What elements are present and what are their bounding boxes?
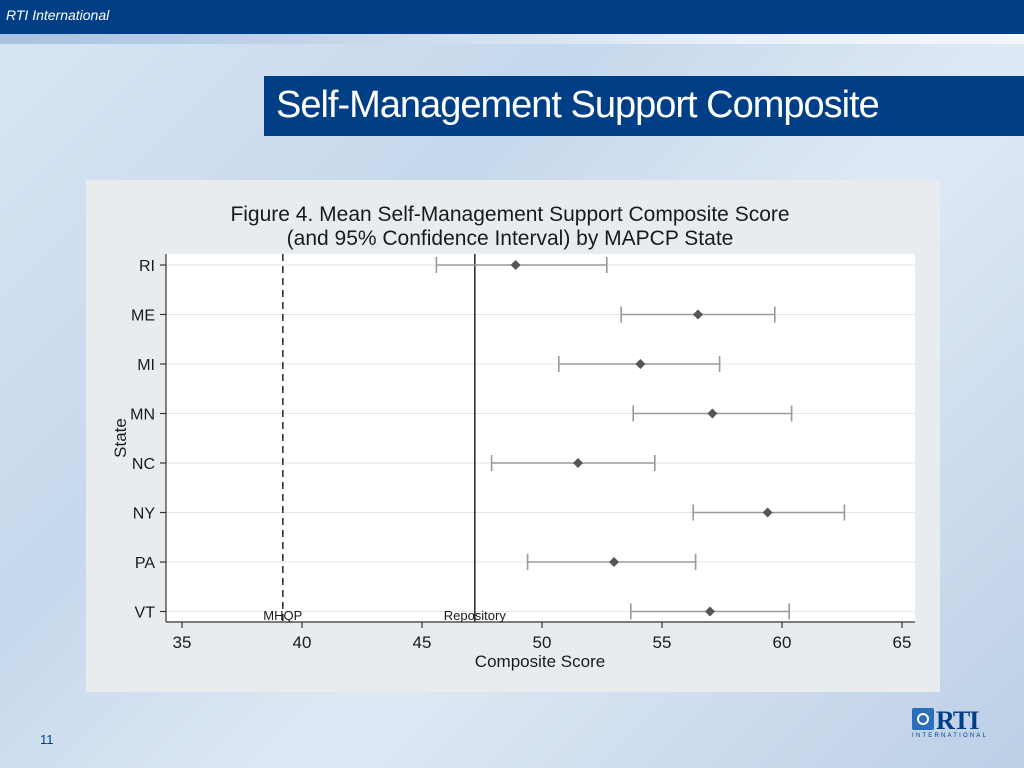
y-tick-label: NC [132, 456, 155, 473]
y-tick-label: VT [135, 605, 156, 622]
reference-line-label: MHQP [263, 608, 302, 623]
y-tick-label: PA [135, 555, 155, 572]
x-tick-label: 35 [173, 633, 192, 652]
logo-subtext: INTERNATIONAL [912, 733, 989, 739]
chart-marks: RI ME MI MN NC NY PA VT 35 40 45 50 55 60 65 MHQP Reposi… [130, 254, 915, 652]
slide-number: 11 [40, 732, 54, 747]
mean-marker [693, 309, 703, 320]
plot-area [166, 254, 915, 622]
header-bar: RTI International [0, 0, 1024, 34]
y-tick-label: NY [133, 506, 156, 523]
mean-marker [762, 507, 773, 518]
chart: Figure 4. Mean Self-Management Support C… [111, 203, 915, 671]
slide-title-box: Self-Management Support Composite [264, 76, 1024, 136]
organization-label: RTI International [6, 7, 110, 23]
y-axis-label: State [111, 418, 130, 458]
figure-panel: Figure 4. Mean Self-Management Support C… [86, 180, 940, 692]
reference-line-label: Repository [444, 608, 507, 623]
x-tick-label: 65 [893, 633, 912, 652]
y-tick-label: RI [139, 258, 155, 275]
chart-subtitle: (and 95% Confidence Interval) by MAPCP S… [287, 227, 734, 250]
x-tick-label: 50 [533, 633, 552, 652]
chart-title: Figure 4. Mean Self-Management Support C… [230, 203, 789, 226]
mean-marker [707, 408, 718, 419]
x-axis-label: Composite Score [475, 652, 605, 671]
y-tick-label: MN [130, 407, 155, 424]
rti-logo: RTI INTERNATIONAL [912, 706, 992, 742]
x-tick-label: 40 [293, 633, 312, 652]
y-tick-label: MI [137, 357, 155, 374]
x-tick-label: 60 [773, 633, 792, 652]
slide-title: Self-Management Support Composite [276, 84, 880, 126]
mean-marker [635, 359, 646, 369]
mean-marker [609, 557, 619, 567]
x-tick-label: 55 [653, 633, 672, 652]
logo-text: RTI [936, 706, 979, 735]
mean-marker [705, 606, 715, 617]
logo-globe-icon [912, 708, 934, 730]
y-tick-label: ME [131, 308, 155, 325]
x-tick-label: 45 [413, 633, 432, 652]
mean-marker [573, 458, 583, 468]
accent-band [0, 34, 1024, 44]
